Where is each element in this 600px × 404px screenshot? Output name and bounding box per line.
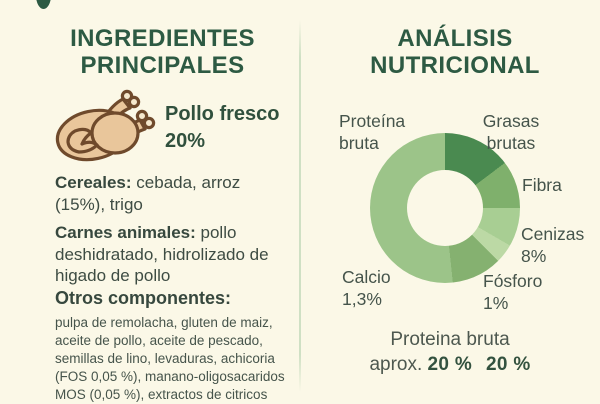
chart-footer-value2: 20 % — [486, 354, 531, 375]
cropped-logo-mark — [36, 0, 51, 9]
chart-footer-prefix: aprox. — [369, 354, 423, 375]
callout-grasas-brutas: Grasas brutas — [482, 111, 540, 153]
ingredients-carnes-lead: Carnes animales: — [55, 223, 196, 242]
callout-cenizas: Cenizas 8% — [521, 224, 585, 266]
right-section-title: ANÁLISIS NUTRICIONAL — [370, 25, 540, 79]
callout-proteina-bruta: Proteína bruta — [339, 111, 406, 153]
donut-chart — [370, 133, 520, 283]
callout-calcio: Calcio 1,3% — [342, 267, 391, 309]
ingredients-carnes-text: pollo deshidratado, hidrolizado de higad… — [55, 223, 269, 285]
chart-footer-values: aprox. 20 % 20 % — [330, 353, 570, 376]
chart-footer-line1: Proteina bruta — [390, 329, 510, 350]
others-heading: Otros componentes: — [55, 288, 232, 308]
ingredients-cereales-lead: Cereales: — [55, 173, 132, 192]
ingredients-cereales-text: cebada, arroz (15%), trigo — [55, 173, 241, 214]
left-section-title: INGREDIENTES PRINCIPALES — [70, 25, 255, 79]
roast-chicken-icon — [55, 89, 161, 172]
hero-ingredient-label: Pollo fresco 20% — [165, 103, 280, 152]
column-divider — [299, 20, 301, 392]
chart-footer: Proteina bruta aprox. 20 % 20 % — [330, 328, 570, 376]
ingredients-carnes: Carnes animales: pollo deshidratado, hid… — [55, 222, 273, 287]
callout-fibra: Fibra — [522, 175, 562, 195]
callout-fosforo: Fósforo 1% — [483, 271, 543, 313]
chart-footer-value1: 20 % — [427, 354, 473, 375]
others-text: pulpa de remolacha, gluten de maiz, acei… — [55, 315, 285, 402]
ingredients-cereales: Cereales: cebada, arroz (15%), trigo — [55, 172, 273, 215]
